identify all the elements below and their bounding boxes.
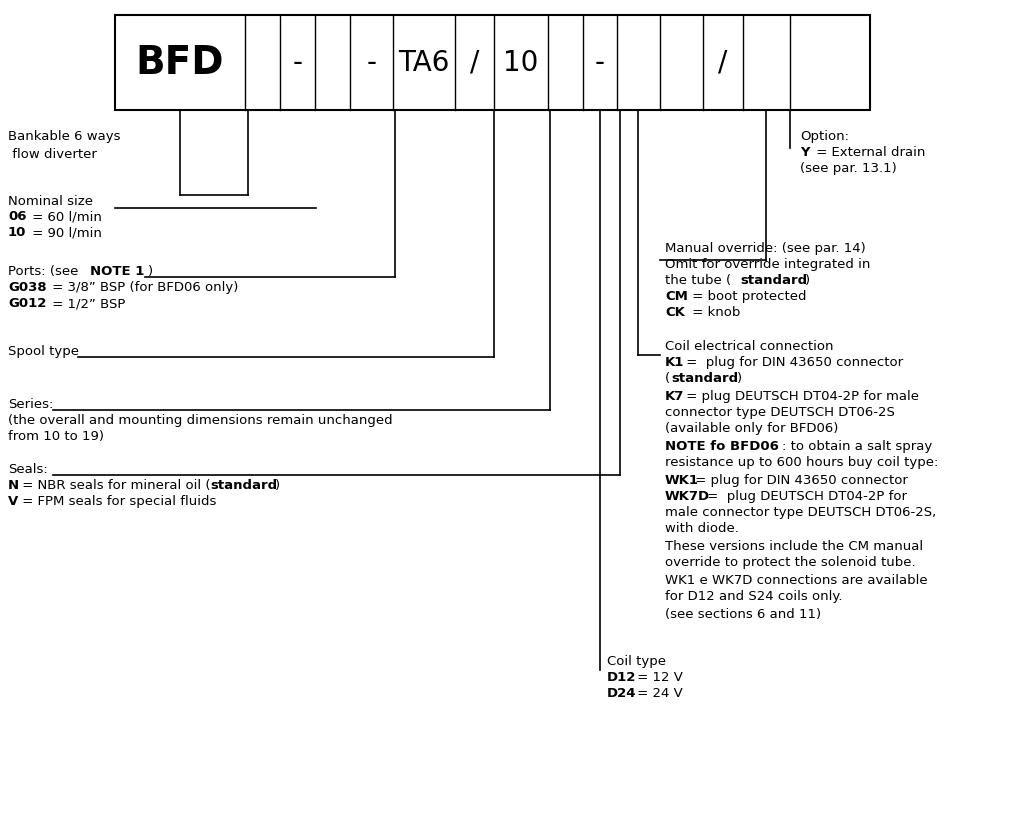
Text: for D12 and S24 coils only.: for D12 and S24 coils only.	[665, 590, 843, 603]
Text: =  plug DEUTSCH DT04-2P for: = plug DEUTSCH DT04-2P for	[703, 490, 907, 503]
Text: from 10 to 19): from 10 to 19)	[8, 430, 104, 443]
Text: (see par. 13.1): (see par. 13.1)	[800, 162, 896, 175]
Text: Omit for override integrated in: Omit for override integrated in	[665, 258, 871, 271]
Text: Option:: Option:	[800, 130, 849, 143]
Text: Manual override: (see par. 14): Manual override: (see par. 14)	[665, 242, 865, 255]
Text: ): )	[275, 479, 280, 492]
Text: Series:: Series:	[8, 398, 54, 411]
Text: BFD: BFD	[136, 44, 224, 82]
Text: : to obtain a salt spray: : to obtain a salt spray	[782, 440, 932, 453]
Text: =  plug for DIN 43650 connector: = plug for DIN 43650 connector	[682, 356, 903, 369]
Text: -: -	[292, 49, 303, 77]
Text: (: (	[665, 372, 670, 385]
Text: NOTE 1: NOTE 1	[90, 265, 144, 278]
Text: with diode.: with diode.	[665, 522, 739, 535]
Text: TA6: TA6	[398, 49, 450, 77]
Text: male connector type DEUTSCH DT06-2S,: male connector type DEUTSCH DT06-2S,	[665, 506, 936, 519]
Text: /: /	[718, 49, 728, 77]
Text: ): )	[805, 274, 810, 287]
Text: -: -	[366, 49, 377, 77]
Text: ): )	[737, 372, 742, 385]
Text: = FPM seals for special fluids: = FPM seals for special fluids	[17, 495, 216, 508]
Text: D24: D24	[607, 687, 637, 700]
Text: (available only for BFD06): (available only for BFD06)	[665, 422, 839, 435]
Text: = 24 V: = 24 V	[633, 687, 683, 700]
Text: /: /	[470, 49, 480, 77]
Text: standard: standard	[740, 274, 807, 287]
Text: Ports: (see: Ports: (see	[8, 265, 82, 278]
Text: Spool type: Spool type	[8, 345, 79, 358]
Text: WK1: WK1	[665, 474, 699, 487]
Text: WK1 e WK7D connections are available: WK1 e WK7D connections are available	[665, 574, 927, 587]
Text: override to protect the solenoid tube.: override to protect the solenoid tube.	[665, 556, 916, 569]
Text: connector type DEUTSCH DT06-2S: connector type DEUTSCH DT06-2S	[665, 406, 895, 419]
Text: = 12 V: = 12 V	[633, 671, 683, 684]
Text: standard: standard	[671, 372, 738, 385]
Text: = 60 l/min: = 60 l/min	[28, 210, 102, 223]
Text: = 90 l/min: = 90 l/min	[28, 226, 102, 239]
Text: standard: standard	[210, 479, 277, 492]
Text: N: N	[8, 479, 20, 492]
Text: Coil electrical connection: Coil electrical connection	[665, 340, 833, 353]
Text: = External drain: = External drain	[812, 146, 925, 159]
Text: the tube (: the tube (	[665, 274, 732, 287]
Text: 10: 10	[503, 49, 539, 77]
Text: NOTE fo BFD06: NOTE fo BFD06	[665, 440, 779, 453]
Text: Seals:: Seals:	[8, 463, 47, 476]
Text: WK7D: WK7D	[665, 490, 710, 503]
Text: G038: G038	[8, 281, 46, 294]
Text: Bankable 6 ways: Bankable 6 ways	[8, 130, 120, 143]
Text: CM: CM	[665, 290, 687, 303]
Text: = 3/8” BSP (for BFD06 only): = 3/8” BSP (for BFD06 only)	[48, 281, 239, 294]
Text: V: V	[8, 495, 19, 508]
Text: G012: G012	[8, 297, 46, 310]
Text: K7: K7	[665, 390, 684, 403]
Text: Coil type: Coil type	[607, 655, 666, 668]
Text: D12: D12	[607, 671, 636, 684]
Text: CK: CK	[665, 306, 685, 319]
Text: (the overall and mounting dimensions remain unchanged: (the overall and mounting dimensions rem…	[8, 414, 393, 427]
Bar	[115, 15, 870, 110]
Text: -: -	[595, 49, 605, 77]
Text: resistance up to 600 hours buy coil type:: resistance up to 600 hours buy coil type…	[665, 456, 938, 469]
Text: = 1/2” BSP: = 1/2” BSP	[48, 297, 126, 310]
Text: ): )	[148, 265, 153, 278]
Text: 10: 10	[8, 226, 27, 239]
Text: = plug for DIN 43650 connector: = plug for DIN 43650 connector	[691, 474, 908, 487]
Text: These versions include the CM manual: These versions include the CM manual	[665, 540, 923, 553]
Text: K1: K1	[665, 356, 684, 369]
Text: flow diverter: flow diverter	[8, 148, 97, 161]
Text: = boot protected: = boot protected	[688, 290, 807, 303]
Text: = knob: = knob	[688, 306, 741, 319]
Text: Y: Y	[800, 146, 810, 159]
Text: = NBR seals for mineral oil (: = NBR seals for mineral oil (	[17, 479, 211, 492]
Text: Nominal size: Nominal size	[8, 195, 93, 208]
Text: 06: 06	[8, 210, 27, 223]
Text: (see sections 6 and 11): (see sections 6 and 11)	[665, 608, 821, 621]
Text: = plug DEUTSCH DT04-2P for male: = plug DEUTSCH DT04-2P for male	[682, 390, 919, 403]
